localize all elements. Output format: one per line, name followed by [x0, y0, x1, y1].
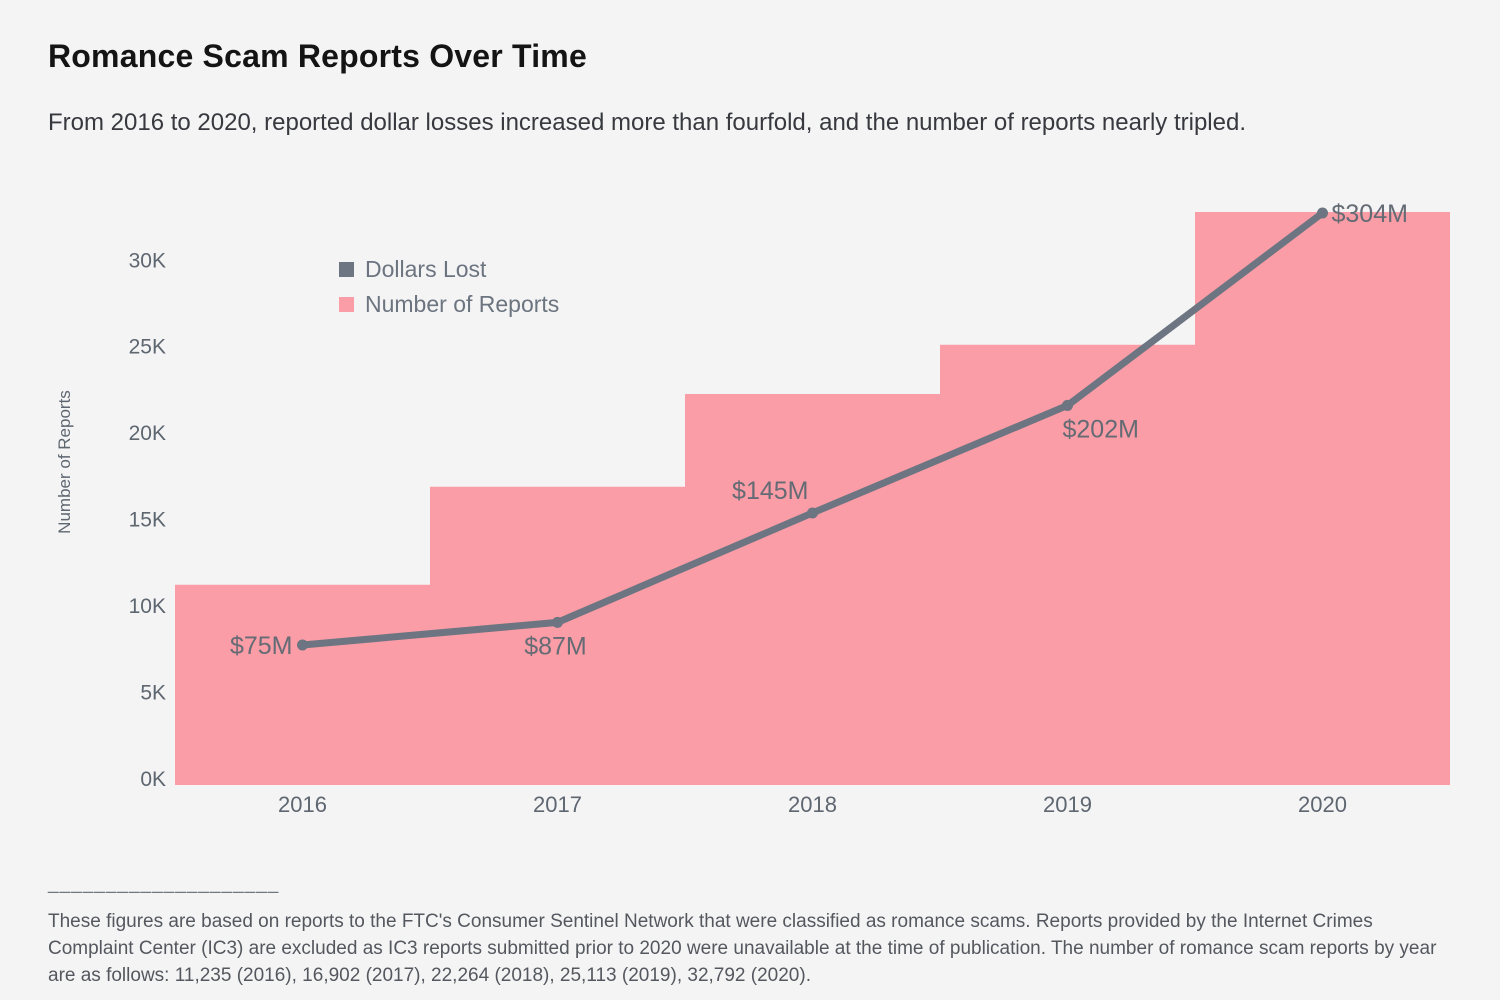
legend-item-number-of-reports: Number of Reports	[339, 291, 559, 318]
dollars-label-2016: $75M	[230, 632, 293, 660]
dollars-label-2017: $87M	[524, 632, 587, 660]
dollars-lost-point-2016	[297, 639, 308, 651]
y-tick-label-25K: 25K	[129, 336, 166, 359]
y-tick-label-20K: 20K	[129, 422, 166, 445]
chart-legend: Dollars Lost Number of Reports	[339, 256, 559, 318]
footer: ____________________ These figures are b…	[48, 874, 1448, 989]
y-tick-label-5K: 5K	[140, 682, 166, 705]
chart-subtitle: From 2016 to 2020, reported dollar losse…	[48, 109, 1246, 136]
footnote-text: These figures are based on reports to th…	[48, 911, 1437, 986]
x-tick-label-2020: 2020	[1298, 792, 1347, 817]
legend-item-dollars-lost: Dollars Lost	[339, 256, 559, 283]
legend-label-dollars-lost: Dollars Lost	[365, 256, 487, 282]
y-tick-label-0K: 0K	[140, 768, 166, 791]
dollars-lost-swatch-icon	[339, 262, 354, 277]
number-of-reports-swatch-icon	[339, 297, 354, 312]
dollars-label-2018: $145M	[732, 477, 808, 505]
x-tick-label-2019: 2019	[1043, 792, 1092, 817]
x-tick-label-2016: 2016	[278, 792, 327, 817]
y-tick-label-15K: 15K	[129, 509, 166, 532]
y-axis-title: Number of Reports	[55, 390, 74, 534]
dollars-lost-point-2020	[1317, 207, 1328, 219]
x-tick-label-2017: 2017	[533, 792, 582, 817]
dollars-label-2020: $304M	[1332, 200, 1408, 228]
dollars-label-2019: $202M	[1063, 415, 1139, 443]
dollars-lost-point-2019	[1062, 399, 1073, 411]
y-tick-label-10K: 10K	[129, 595, 166, 618]
chart-title: Romance Scam Reports Over Time	[48, 38, 587, 74]
footnote-divider: ____________________	[48, 873, 280, 894]
dollars-lost-point-2018	[807, 507, 818, 519]
legend-label-number-of-reports: Number of Reports	[365, 291, 560, 317]
y-tick-label-30K: 30K	[129, 249, 166, 272]
dollars-lost-point-2017	[552, 616, 563, 628]
x-tick-label-2018: 2018	[788, 792, 837, 817]
